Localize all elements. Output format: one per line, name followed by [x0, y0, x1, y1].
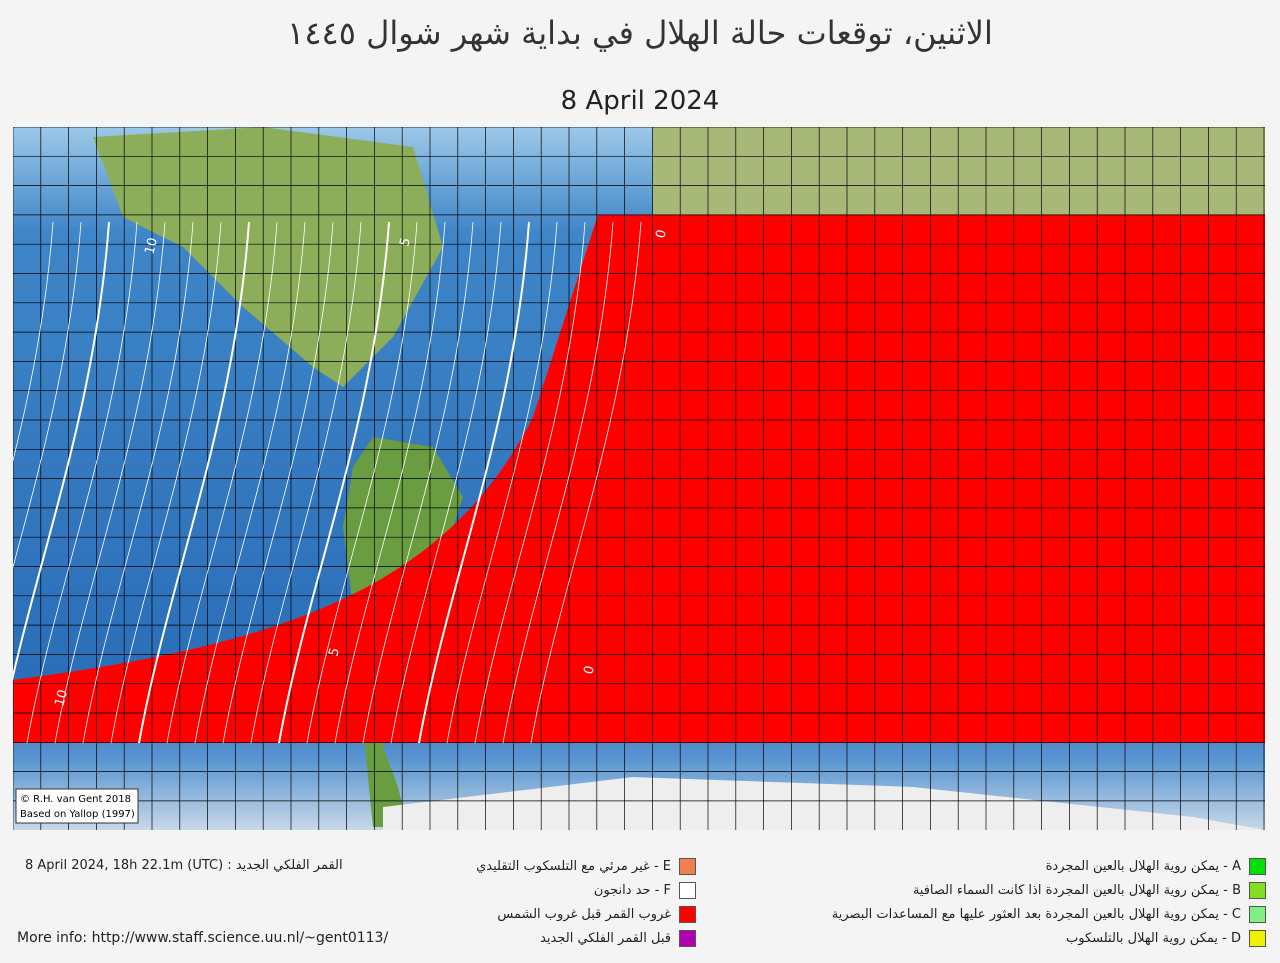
legend-label: F - حد دانجون [593, 883, 671, 898]
legend-swatch [1249, 906, 1266, 923]
legend-label: C - يمكن روية الهلال بالعين المجردة بعد … [831, 907, 1241, 922]
map: © R.H. van Gent 2018 Based on Yallop (19… [13, 127, 1265, 830]
contour [26, 221, 138, 744]
legend-label: E - غير مرئي مع التلسكوب التقليدي [476, 859, 671, 874]
contour-label: 10 [142, 236, 161, 256]
legend-swatch [679, 906, 696, 923]
contour-label: 0 [653, 228, 670, 240]
title: الاثنين، توقعات حالة الهلال في بداية شهر… [287, 14, 993, 52]
contour [13, 221, 110, 681]
contour-label: 5 [397, 236, 414, 248]
legend-item: C - يمكن روية الهلال بالعين المجردة بعد … [832, 906, 1266, 923]
legend-label: غروب القمر قبل غروب الشمس [497, 907, 671, 922]
legend-swatch [1249, 858, 1266, 875]
legend-item: D - يمكن روية الهلال بالتلسكوب [1066, 930, 1266, 947]
antarctica [383, 777, 1265, 830]
contour [474, 221, 586, 744]
legend-item: غروب القمر قبل غروب الشمس [497, 906, 696, 923]
contour [278, 221, 390, 744]
date: 8 April 2024 [560, 86, 720, 116]
legend-label: B - يمكن روية الهلال بالعين المجردة اذا … [912, 883, 1241, 898]
new-moon: 8 April 2024, 18h 22.1m (UTC) : القمر ال… [25, 858, 343, 873]
legend-item: B - يمكن روية الهلال بالعين المجردة اذا … [913, 882, 1266, 899]
moonset-region [13, 215, 1265, 743]
contour-label: 0 [581, 664, 598, 676]
more-info: More info: http://www.staff.science.uu.n… [17, 930, 389, 946]
credit: © R.H. van Gent 2018 [20, 794, 131, 805]
contour [54, 221, 166, 744]
legend-item: E - غير مرئي مع التلسكوب التقليدي [476, 858, 696, 875]
contour [418, 221, 530, 744]
legend-swatch [679, 882, 696, 899]
legend-swatch [1249, 930, 1266, 947]
land [93, 127, 443, 387]
legend-label: قبل القمر الفلكي الجديد [540, 931, 671, 946]
contour [306, 221, 418, 744]
legend-swatch [679, 930, 696, 947]
contour [502, 221, 614, 744]
contour [82, 221, 194, 744]
credit: Based on Yallop (1997) [20, 809, 135, 820]
legend-swatch [1249, 882, 1266, 899]
contour [362, 221, 474, 744]
contour [166, 221, 278, 744]
contour [530, 221, 642, 744]
contour [110, 221, 222, 744]
contour [13, 221, 54, 462]
legend-item: قبل القمر الفلكي الجديد [540, 930, 696, 947]
contour [446, 221, 558, 744]
contour [222, 221, 334, 744]
contour [13, 221, 82, 569]
legend-label: D - يمكن روية الهلال بالتلسكوب [1066, 931, 1241, 946]
contour-label: 5 [326, 646, 343, 658]
contour [194, 221, 306, 744]
legend-swatch [679, 858, 696, 875]
contour [334, 221, 446, 744]
contour-label: 10 [52, 688, 71, 708]
legend-item: F - حد دانجون [594, 882, 696, 899]
contour [138, 221, 250, 744]
legend-label: A - يمكن روية الهلال بالعين المجردة [1045, 859, 1241, 874]
legend-item: A - يمكن روية الهلال بالعين المجردة [1046, 858, 1266, 875]
land [653, 127, 1265, 217]
contour [390, 221, 502, 744]
credit-box [15, 788, 139, 824]
contour [250, 221, 362, 744]
